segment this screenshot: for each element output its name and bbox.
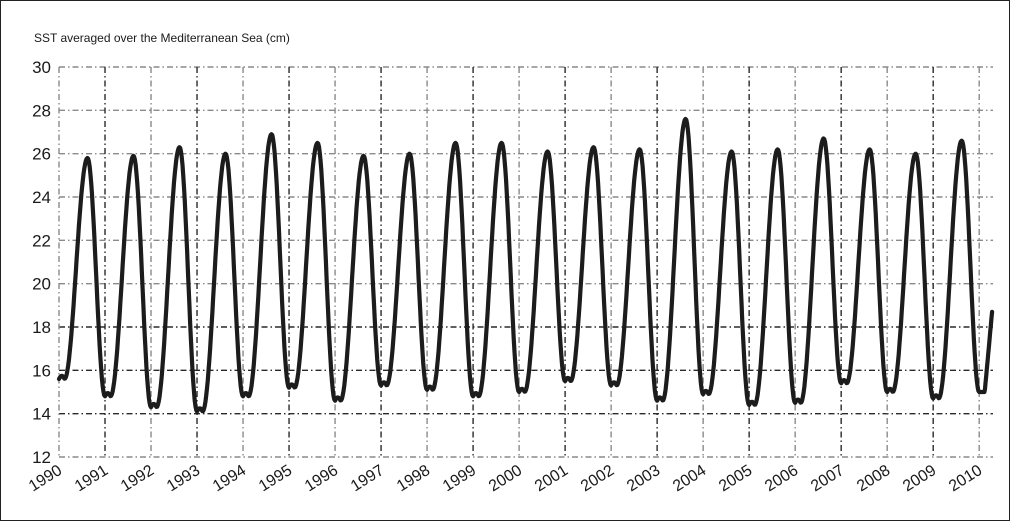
sst-series-line <box>56 116 995 414</box>
x-tick-label: 1996 <box>302 462 341 495</box>
x-tick-label: 1997 <box>348 462 387 495</box>
x-tick-label: 1995 <box>256 462 295 495</box>
y-tick-label: 26 <box>32 145 51 164</box>
x-tick-label: 2001 <box>532 462 571 495</box>
chart-title: SST averaged over the Mediterranean Sea … <box>34 31 290 45</box>
x-tick-label: 2002 <box>578 462 617 495</box>
x-tick-label: 2000 <box>486 462 525 495</box>
x-tick-label: 1992 <box>118 462 157 495</box>
y-tick-label: 28 <box>32 101 51 120</box>
x-tick-label: 2006 <box>762 462 801 495</box>
y-tick-label: 18 <box>32 318 51 337</box>
x-tick-label: 2005 <box>716 462 755 495</box>
grid-lines <box>58 66 993 458</box>
y-tick-label: 16 <box>32 361 51 380</box>
x-tick-label: 2008 <box>854 462 893 495</box>
y-tick-label: 30 <box>32 58 51 77</box>
series-layer <box>56 116 995 414</box>
y-tick-label: 22 <box>32 231 51 250</box>
x-tick-label: 1991 <box>72 462 111 495</box>
y-axis-ticks: 12 14 16 18 20 22 24 26 28 30 <box>32 58 51 467</box>
x-tick-label: 1998 <box>394 462 433 495</box>
y-tick-label: 12 <box>32 448 51 467</box>
x-tick-label: 2009 <box>900 462 939 495</box>
x-tick-label: 1994 <box>210 462 249 495</box>
x-tick-label: 2004 <box>670 462 709 495</box>
y-tick-label: 20 <box>32 275 51 294</box>
x-tick-label: 2003 <box>624 462 663 495</box>
x-tick-label: 2007 <box>808 462 847 495</box>
x-tick-label: 1993 <box>164 462 203 495</box>
y-tick-label: 24 <box>32 188 51 207</box>
y-tick-label: 14 <box>32 405 51 424</box>
x-tick-label: 1999 <box>440 462 479 495</box>
x-axis-ticks: 1990 1991 1992 1993 1994 1995 1996 1997 1998 1999… <box>26 462 985 495</box>
x-tick-label: 2010 <box>946 462 985 495</box>
